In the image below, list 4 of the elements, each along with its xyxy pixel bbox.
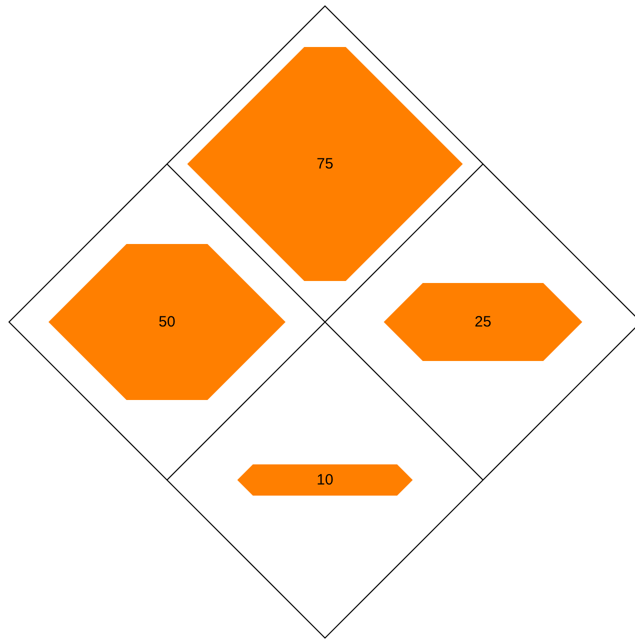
data-label: 50 (158, 314, 176, 330)
data-label: 75 (316, 156, 334, 172)
data-label: 10 (316, 472, 334, 488)
data-label: 25 (474, 314, 492, 330)
